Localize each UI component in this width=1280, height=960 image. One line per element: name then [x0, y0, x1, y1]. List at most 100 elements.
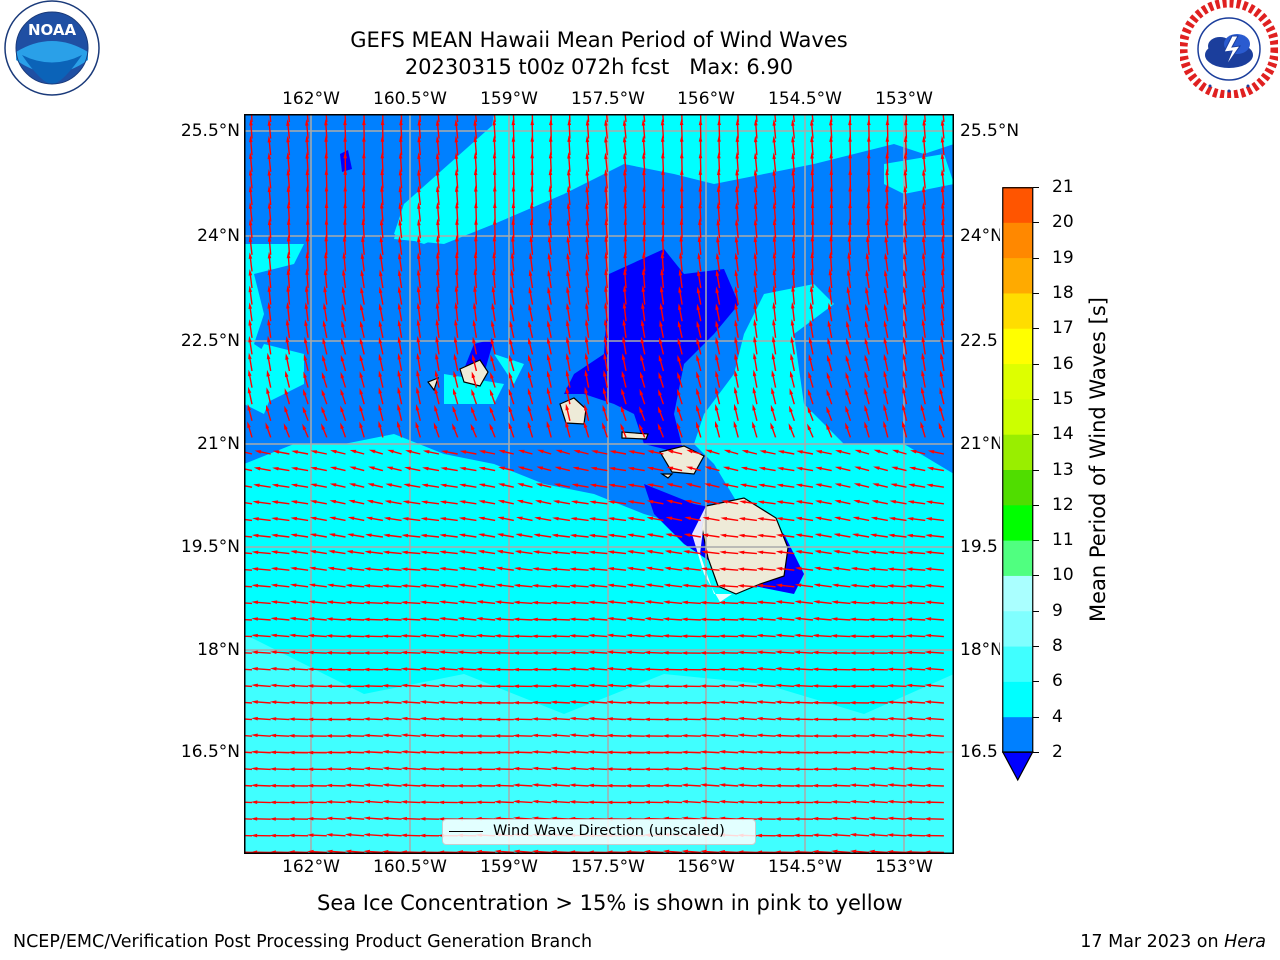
lat-label-right: 21°N — [960, 434, 1003, 454]
wave-arrow — [754, 139, 758, 156]
wave-arrow — [287, 205, 291, 222]
wave-arrow-head — [865, 269, 869, 277]
wave-arrow — [741, 734, 757, 737]
colorbar-swatch — [1002, 540, 1033, 576]
wave-arrow-head — [585, 202, 590, 209]
wave-arrow-head — [772, 152, 777, 160]
wave-arrow-head — [756, 700, 763, 704]
wave-arrow-head — [471, 388, 475, 396]
wave-arrow-head — [921, 335, 926, 343]
wave-arrow — [760, 634, 776, 638]
wave-arrow-head — [492, 251, 496, 259]
wave-arrow-head — [737, 733, 745, 738]
wave-arrow — [461, 634, 477, 638]
wave-arrow-head — [457, 633, 464, 638]
wave-arrow — [778, 667, 795, 671]
wave-arrow-head — [643, 800, 650, 805]
wave-arrow-head — [777, 450, 785, 454]
wave-arrow — [623, 305, 627, 322]
wave-arrow-head — [305, 135, 309, 143]
wave-arrow-head — [286, 168, 291, 176]
wave-arrow — [493, 255, 496, 272]
wave-arrow — [648, 601, 664, 605]
wave-arrow-head — [681, 617, 688, 622]
wave-arrow-head — [864, 337, 869, 345]
wave-arrow — [586, 206, 590, 222]
wave-arrow-head — [270, 567, 278, 571]
wave-arrow-head — [772, 285, 777, 292]
wave-arrow-head — [528, 337, 532, 345]
wave-arrow-head — [830, 800, 838, 804]
wave-arrow — [903, 289, 908, 305]
wave-arrow-head — [681, 799, 688, 804]
colorbar-tick — [1033, 681, 1039, 683]
wave-arrow-head — [566, 269, 570, 277]
wave-arrow-head — [920, 404, 925, 411]
wave-arrow — [685, 850, 701, 854]
wave-arrow-head — [531, 799, 539, 804]
wave-arrow-head — [607, 533, 615, 538]
wave-arrow-head — [401, 567, 408, 571]
wave-arrow-head — [775, 533, 783, 538]
wave-arrow-head — [793, 784, 800, 788]
wave-arrow-head — [627, 516, 634, 521]
wave-arrow-head — [329, 483, 337, 487]
wave-arrow — [661, 238, 665, 255]
wave-arrow — [685, 767, 701, 771]
wave-arrow-head — [718, 733, 726, 738]
wave-arrow — [717, 172, 721, 189]
wave-arrow-head — [459, 450, 467, 454]
wave-arrow — [872, 584, 888, 588]
wave-arrow — [474, 255, 478, 272]
wave-arrow-head — [723, 449, 731, 454]
wave-arrow — [611, 601, 627, 605]
wave-arrow-head — [716, 235, 720, 243]
wave-arrow — [555, 534, 570, 538]
wave-arrow-head — [531, 651, 538, 655]
wave-arrow — [573, 585, 589, 588]
wave-arrow — [380, 222, 384, 239]
wave-arrow-head — [531, 717, 538, 721]
wave-arrow-head — [907, 500, 915, 504]
wave-arrow-head — [640, 354, 644, 361]
wave-arrow — [623, 322, 627, 338]
wave-arrow-head — [380, 185, 384, 192]
wave-arrow — [722, 601, 739, 605]
wave-arrow-head — [905, 683, 913, 688]
wave-arrow-head — [570, 517, 577, 521]
wave-arrow-head — [753, 319, 757, 326]
wave-arrow-head — [472, 336, 476, 344]
wave-arrow — [329, 635, 346, 638]
wave-arrow-head — [920, 421, 924, 429]
wave-arrow — [404, 834, 421, 837]
wave-arrow — [329, 817, 346, 820]
wave-arrow-head — [698, 185, 703, 192]
wave-arrow — [348, 784, 365, 787]
footer-date-text: 17 Mar 2023 on — [1080, 932, 1225, 952]
wave-arrow — [680, 222, 683, 239]
wave-arrow-head — [704, 466, 712, 471]
wave-arrow — [760, 701, 776, 704]
wave-arrow-head — [662, 783, 669, 788]
colorbar-tick-label: 21 — [1052, 177, 1074, 197]
wave-arrow-head — [288, 750, 295, 755]
wave-arrow-head — [867, 118, 871, 126]
wave-arrow — [268, 139, 272, 156]
wave-arrow — [249, 239, 253, 255]
wave-arrow-head — [272, 467, 279, 471]
wave-arrow — [399, 172, 403, 189]
lat-label-right: 25.5°N — [960, 121, 1020, 141]
wave-arrow — [623, 123, 627, 139]
wave-arrow — [773, 239, 777, 255]
wave-arrow-head — [808, 371, 812, 379]
wave-arrow-head — [606, 750, 613, 755]
wave-arrow-head — [473, 168, 478, 176]
colorbar-tick-label: 16 — [1052, 353, 1074, 374]
wave-arrow — [329, 784, 346, 787]
wave-arrow-head — [419, 567, 427, 571]
wave-arrow — [306, 238, 309, 255]
wave-arrow-head — [269, 767, 276, 771]
wave-arrow — [872, 734, 888, 737]
wave-arrow-head — [849, 833, 857, 837]
wave-arrow-head — [587, 650, 595, 655]
